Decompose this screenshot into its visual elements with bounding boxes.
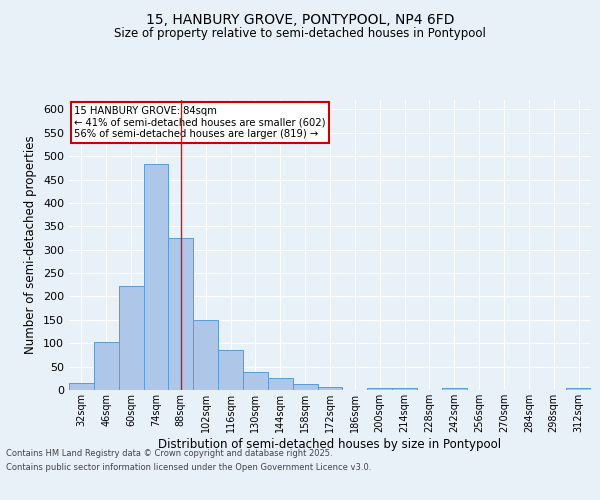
Bar [268, 378, 293, 390]
Text: 15 HANBURY GROVE: 84sqm
← 41% of semi-detached houses are smaller (602)
56% of s: 15 HANBURY GROVE: 84sqm ← 41% of semi-de… [74, 106, 326, 139]
Bar [367, 388, 392, 390]
Bar [243, 372, 268, 390]
Bar [392, 388, 417, 390]
Bar [566, 388, 591, 390]
Bar [69, 383, 94, 390]
Text: Size of property relative to semi-detached houses in Pontypool: Size of property relative to semi-detach… [114, 28, 486, 40]
Bar [169, 238, 193, 390]
Bar [317, 387, 343, 390]
Bar [218, 350, 243, 390]
Bar [293, 384, 317, 390]
Bar [94, 342, 119, 390]
Text: 15, HANBURY GROVE, PONTYPOOL, NP4 6FD: 15, HANBURY GROVE, PONTYPOOL, NP4 6FD [146, 12, 454, 26]
X-axis label: Distribution of semi-detached houses by size in Pontypool: Distribution of semi-detached houses by … [158, 438, 502, 450]
Bar [143, 164, 169, 390]
Y-axis label: Number of semi-detached properties: Number of semi-detached properties [25, 136, 37, 354]
Text: Contains HM Land Registry data © Crown copyright and database right 2025.: Contains HM Land Registry data © Crown c… [6, 448, 332, 458]
Bar [193, 320, 218, 390]
Text: Contains public sector information licensed under the Open Government Licence v3: Contains public sector information licen… [6, 464, 371, 472]
Bar [442, 388, 467, 390]
Bar [119, 286, 143, 390]
